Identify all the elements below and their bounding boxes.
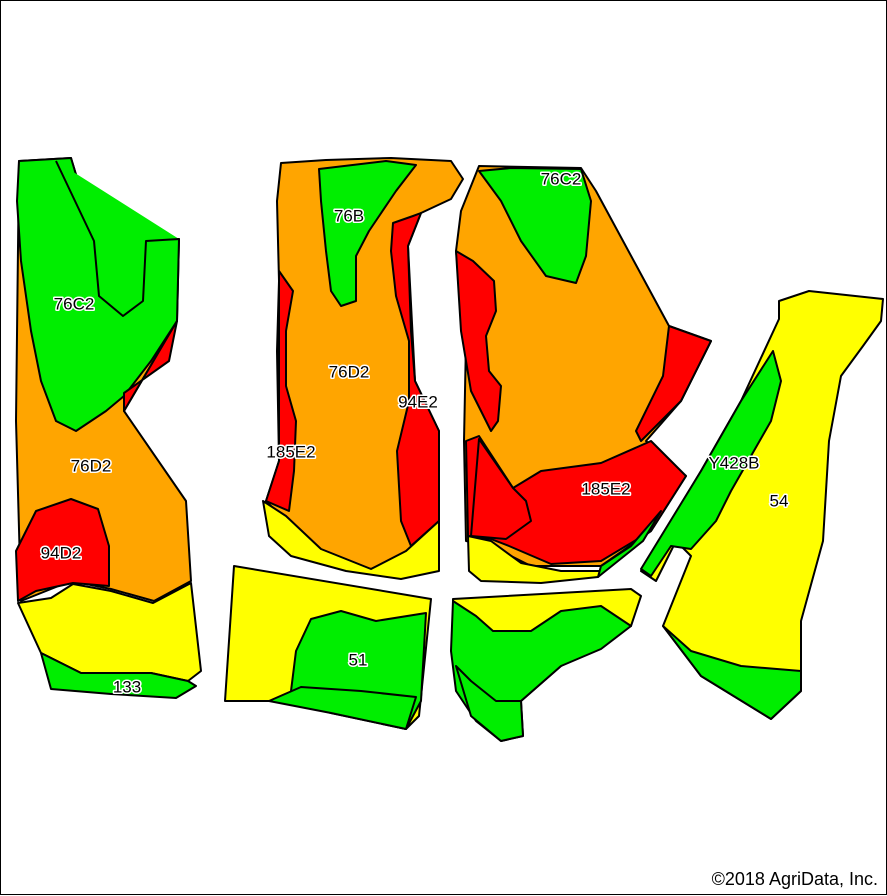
field-east-south (450, 588, 642, 742)
field-far-east: Y428B 54 (640, 290, 884, 720)
soil-zone-red (465, 435, 687, 565)
soil-label: 185E2 (266, 442, 315, 461)
soil-zone-green (478, 167, 592, 284)
soil-label: 76D2 (71, 456, 112, 475)
soil-label: 185E2 (581, 479, 630, 498)
soil-label: 76C2 (541, 169, 582, 188)
soil-zone-green (455, 665, 524, 742)
soil-label: 51 (349, 650, 368, 669)
field-center-south: 51 (224, 565, 432, 730)
soil-zone-green (597, 510, 662, 578)
soil-zone-green (662, 625, 802, 720)
soil-label: 76C2 (54, 294, 95, 313)
soil-zone-red (455, 250, 502, 432)
soil-zone-green (318, 160, 417, 307)
soil-zone-red (265, 270, 297, 512)
soil-label: 94D2 (41, 543, 82, 562)
soil-label: 94E2 (398, 392, 438, 411)
soil-zone-red (635, 325, 712, 442)
soil-label: Y428B (708, 453, 759, 472)
soil-zone-green-inner (55, 160, 180, 317)
field-east: 76C2 185E2 (455, 165, 712, 584)
soil-zone-red (123, 320, 178, 412)
soil-zone-green (640, 350, 782, 577)
soil-zone-red (15, 498, 110, 602)
soil-zone-green (268, 686, 417, 730)
soil-label: 54 (770, 491, 789, 510)
soil-zone-green (40, 652, 197, 699)
soil-label: 76D2 (329, 362, 370, 381)
field-center: 76B 76D2 94E2 185E2 (262, 157, 464, 580)
soil-label: 76B (334, 206, 364, 225)
copyright-text: ©2018 AgriData, Inc. (711, 869, 878, 889)
field-west: 76C2 76D2 94D2 133 (15, 157, 202, 699)
soil-zone-yellow (262, 500, 440, 580)
soil-label: 133 (113, 677, 141, 696)
